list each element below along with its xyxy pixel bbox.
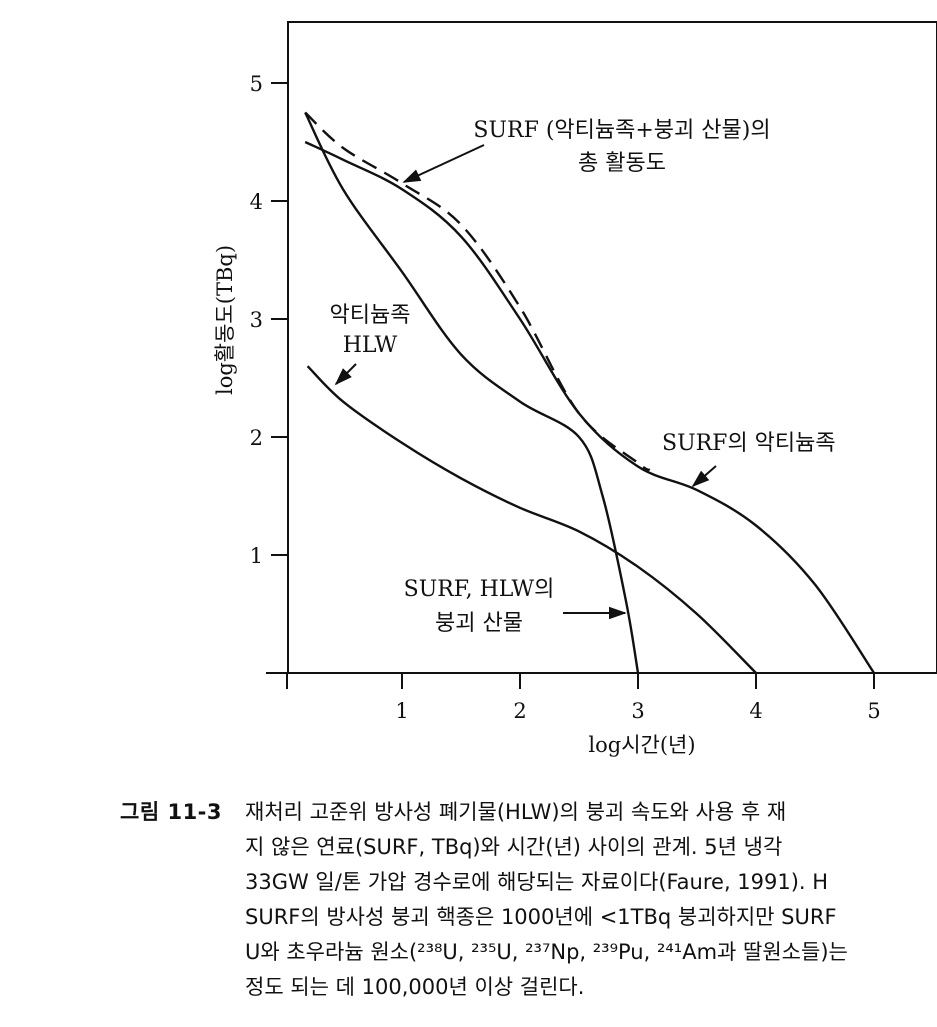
caption-line: 지 않은 연료(SURF, TBq)와 시간(년) 사이의 관계. 5년 냉각 xyxy=(245,835,783,859)
annotation-arrow-surf_actinides xyxy=(691,465,717,488)
caption-line: SURF의 방사성 붕괴 핵종은 1000년에 <1TBq 붕괴하지만 SURF xyxy=(245,905,837,929)
series-line-decay_products xyxy=(304,111,640,674)
series-line-hlw_actinides xyxy=(306,365,757,674)
caption-line: 정도 되는 데 100,000년 이상 걸린다. xyxy=(245,975,585,999)
x-tick-label: 4 xyxy=(749,699,762,723)
x-tick-label: 5 xyxy=(867,699,880,723)
y-tick-label: 2 xyxy=(250,426,263,450)
annotation-hlw_actinides: 악티늄족 xyxy=(330,303,411,328)
x-tick-label: 2 xyxy=(513,699,526,723)
series-line-surf_total xyxy=(304,111,651,472)
annotation-surf_actinides: SURF의 악티늄족 xyxy=(662,431,836,456)
y-tick-label: 1 xyxy=(250,544,263,568)
x-axis-label: log시간(년) xyxy=(588,733,695,757)
y-axis-label: log활동도(TBq) xyxy=(213,245,237,395)
series-line-surf_actinides xyxy=(304,140,875,674)
annotation-arrow-surf_total xyxy=(402,144,485,183)
y-tick-label: 4 xyxy=(250,190,263,214)
series-layer xyxy=(304,111,875,674)
annotation-surf_total: SURF (악티늄족+붕괴 산물)의 xyxy=(473,118,770,143)
annotation-decay_products: SURF, HLW의 xyxy=(404,577,555,602)
y-tick-label: 3 xyxy=(250,308,263,332)
x-tick-label: 3 xyxy=(631,699,644,723)
caption-body: 재처리 고준위 방사성 폐기물(HLW)의 붕괴 속도와 사용 후 재 지 않은… xyxy=(245,795,937,1005)
annotation-arrow-hlw_actinides xyxy=(334,363,357,386)
caption-label: 그림 11-3 xyxy=(120,800,223,824)
axes: 1 2 3 4 5 1 2 3 4 5 xyxy=(250,72,937,723)
x-tick-label: 1 xyxy=(395,699,408,723)
annotation-hlw_actinides: HLW xyxy=(343,333,398,358)
annotation-surf_total: 총 활동도 xyxy=(578,151,666,176)
caption-line: 33GW 일/톤 가압 경수로에 해당되는 자료이다(Faure, 1991).… xyxy=(245,870,829,894)
y-tick-label: 5 xyxy=(250,72,263,96)
caption-line: 재처리 고준위 방사성 폐기물(HLW)의 붕괴 속도와 사용 후 재 xyxy=(245,800,787,824)
annotation-decay_products: 붕괴 산물 xyxy=(435,611,523,636)
caption-line: U와 초우라늄 원소(²³⁸U, ²³⁵U, ²³⁷Np, ²³⁹Pu, ²⁴¹… xyxy=(245,940,848,964)
